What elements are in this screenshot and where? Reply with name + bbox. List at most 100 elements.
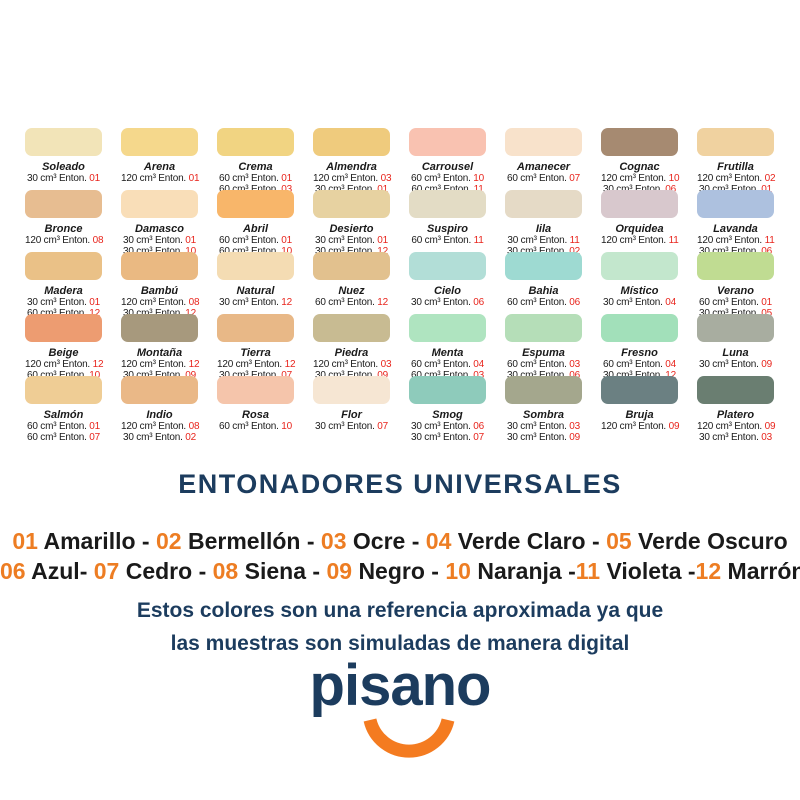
- formula-qty: 60 cm³ Enton.: [315, 297, 375, 308]
- swatch-cell: Flor 30 cm³ Enton. 07: [313, 376, 390, 433]
- formula-tinter-number: 12: [281, 297, 292, 308]
- swatch-formulas: 60 cm³ Enton. 07: [505, 173, 582, 185]
- disclaimer-line2: las muestras son simuladas de manera dig…: [170, 632, 630, 655]
- formula-tinter-number: 01: [377, 235, 388, 246]
- page-title: ENTONADORES UNIVERSALES: [178, 469, 622, 499]
- formula-tinter-number: 09: [377, 369, 388, 381]
- formula-qty: 30 cm³ Enton.: [699, 359, 759, 370]
- swatch-row: Soleado 30 cm³ Enton. 01 Arena 120 cm³ E…: [25, 128, 776, 194]
- formula-qty: 30 cm³ Enton.: [699, 307, 759, 319]
- color-swatch: [505, 376, 582, 404]
- swatch-formulas: 30 cm³ Enton. 09: [697, 359, 774, 371]
- formula-tinter-number: 03: [380, 173, 392, 184]
- tinter-separator: -: [135, 528, 156, 554]
- swatch-cell: Smog 30 cm³ Enton. 06 30 cm³ Enton. 07: [409, 376, 486, 443]
- formula-qty: 60 cm³ Enton.: [411, 359, 471, 370]
- tinter-number: 08: [212, 558, 239, 584]
- swatch-formulas: 30 cm³ Enton. 12: [217, 297, 294, 309]
- formula-line: 30 cm³ Enton. 09: [697, 359, 774, 371]
- formula-tinter-number: 02: [185, 431, 196, 443]
- formula-line: 60 cm³ Enton. 07: [25, 431, 102, 444]
- formula-line: 120 cm³ Enton. 03: [313, 359, 392, 371]
- formula-tinter-number: 01: [89, 421, 100, 432]
- swatch-name: Salmón: [43, 409, 84, 421]
- swatch-name: Carrousel: [421, 161, 474, 173]
- formula-qty: 120 cm³ Enton.: [121, 297, 187, 308]
- color-swatch: [25, 190, 102, 218]
- formula-line: 60 cm³ Enton. 01: [217, 173, 294, 185]
- formula-tinter-number: 01: [377, 183, 388, 195]
- formula-qty: 30 cm³ Enton.: [27, 173, 87, 184]
- disclaimer-line1: Estos colores son una referencia aproxim…: [136, 599, 664, 622]
- formula-qty: 30 cm³ Enton.: [315, 369, 375, 381]
- tinter-separator: -: [561, 558, 576, 584]
- formula-tinter-number: 12: [188, 359, 200, 370]
- tinter-name: Ocre: [352, 528, 406, 554]
- formula-line: 30 cm³ Enton. 06: [505, 369, 582, 382]
- swatch-cell: Indio 120 cm³ Enton. 08 30 cm³ Enton. 02: [121, 376, 200, 443]
- color-swatch: [25, 314, 102, 342]
- formula-line: 60 cm³ Enton. 07: [505, 173, 582, 185]
- color-swatch: [217, 190, 294, 218]
- formula-qty: 120 cm³ Enton.: [601, 235, 667, 246]
- formula-qty: 30 cm³ Enton.: [411, 421, 471, 432]
- swatch-name: Frutilla: [717, 161, 754, 173]
- formula-qty: 30 cm³ Enton.: [603, 183, 663, 195]
- swatch-cell: Cielo 30 cm³ Enton. 06: [409, 252, 486, 309]
- swatch-name: Damasco: [135, 223, 184, 235]
- tinter-number: 05: [606, 528, 632, 554]
- swatch-cell: Salmón 60 cm³ Enton. 01 60 cm³ Enton. 07: [25, 376, 102, 443]
- color-swatch: [505, 252, 582, 280]
- color-swatch: [697, 314, 774, 342]
- formula-line: 30 cm³ Enton. 06: [409, 421, 486, 433]
- tinter-separator: -: [405, 528, 426, 554]
- color-swatch: [217, 252, 294, 280]
- tinter-number: 09: [326, 558, 353, 584]
- swatch-cell: Amanecer 60 cm³ Enton. 07: [505, 128, 582, 185]
- swatch-cell: Crema 60 cm³ Enton. 01 60 cm³ Enton. 03: [217, 128, 294, 195]
- swatch-name: Cognac: [619, 161, 660, 173]
- tinter-legend-line2: 06 Azul- 07 Cedro - 08 Siena - 09 Negro …: [0, 556, 800, 586]
- tinter-number: 04: [425, 528, 452, 554]
- color-swatch: [601, 314, 678, 342]
- swatch-name: Cielo: [434, 285, 461, 297]
- swatch-row: Madera 30 cm³ Enton. 01 60 cm³ Enton. 12 …: [25, 252, 775, 318]
- formula-tinter-number: 06: [473, 421, 484, 432]
- swatch-name: Abril: [242, 223, 269, 235]
- swatch-cell: Verano 60 cm³ Enton. 01 30 cm³ Enton. 05: [697, 252, 774, 319]
- swatch-cell: Carrousel 60 cm³ Enton. 10 60 cm³ Enton. …: [409, 128, 486, 195]
- formula-tinter-number: 09: [668, 421, 680, 432]
- tinter-number: 10: [445, 558, 471, 584]
- color-swatch: [409, 128, 486, 156]
- swatch-name: Beige: [48, 347, 79, 359]
- swatch-formulas: 60 cm³ Enton. 04 60 cm³ Enton. 03: [409, 359, 486, 381]
- swatch-cell: Espuma 60 cm³ Enton. 03 30 cm³ Enton. 06: [505, 314, 582, 381]
- formula-line: 30 cm³ Enton. 06: [409, 297, 486, 309]
- formula-qty: 30 cm³ Enton.: [507, 245, 567, 257]
- formula-tinter-number: 03: [569, 421, 580, 432]
- swatch-row: Bronce 120 cm³ Enton. 08 Damasco 30 cm³ …: [25, 190, 775, 256]
- formula-line: 60 cm³ Enton. 01: [25, 421, 102, 433]
- swatch-name: Amanecer: [516, 161, 571, 173]
- formula-line: 60 cm³ Enton. 10: [25, 370, 102, 382]
- formula-tinter-number: 01: [761, 183, 772, 195]
- formula-tinter-number: 05: [761, 307, 772, 319]
- swatch-formulas: 60 cm³ Enton. 01 60 cm³ Enton. 10: [217, 235, 294, 257]
- formula-qty: 60 cm³ Enton.: [27, 431, 87, 443]
- formula-tinter-number: 02: [569, 245, 580, 257]
- formula-line: 30 cm³ Enton. 02: [505, 245, 582, 258]
- swatch-cell: Cognac 120 cm³ Enton. 10 30 cm³ Enton. 06: [601, 128, 680, 195]
- formula-qty: 60 cm³ Enton.: [219, 173, 279, 184]
- formula-qty: 60 cm³ Enton.: [411, 183, 472, 195]
- formula-line: 30 cm³ Enton. 01: [121, 235, 198, 247]
- formula-line: 60 cm³ Enton. 10: [217, 421, 294, 433]
- color-swatch: [217, 128, 294, 156]
- color-swatch: [313, 128, 390, 156]
- formula-tinter-number: 01: [281, 173, 292, 184]
- formula-tinter-number: 07: [473, 431, 484, 443]
- swatch-cell: Bruja 120 cm³ Enton. 09: [601, 376, 680, 433]
- formula-tinter-number: 06: [569, 369, 580, 381]
- formula-tinter-number: 08: [188, 297, 200, 308]
- swatch-formulas: 30 cm³ Enton. 01 30 cm³ Enton. 12: [313, 235, 390, 257]
- swatch-formulas: 60 cm³ Enton. 10: [217, 421, 294, 433]
